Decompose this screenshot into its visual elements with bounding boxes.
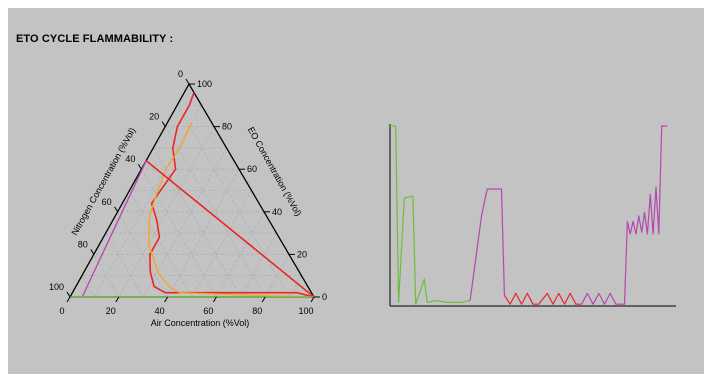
ternary-ticks: 0 0 0 20 20 20 40 40 40 60 60 60 80 80 80 100 100 100 xyxy=(49,69,327,316)
ternary-gridline xyxy=(164,126,266,298)
air-tick-mark xyxy=(164,296,169,303)
air-axis-label: Air Concentration (%Vol) xyxy=(151,318,250,328)
ternary-gridline xyxy=(153,147,242,298)
ternary-gridline xyxy=(240,232,277,298)
air-tick-mark xyxy=(261,296,266,303)
nitrogen-tick-label: 0 xyxy=(178,69,183,79)
nitrogen-tick-label: 60 xyxy=(102,197,112,207)
ternary-gridline xyxy=(81,275,95,298)
ternary-gridline xyxy=(167,169,240,298)
line-series-path xyxy=(503,292,582,305)
line-chart-series xyxy=(390,125,668,305)
eo-tick-label: 100 xyxy=(197,79,212,89)
ternary-gridline xyxy=(93,254,120,298)
air-tick-label: 60 xyxy=(203,306,213,316)
air-tick-mark xyxy=(66,296,71,303)
line-chart-axes xyxy=(389,124,676,307)
nitrogen-tick-mark xyxy=(161,121,166,127)
ternary-gridline xyxy=(142,147,227,298)
ternary-gridline xyxy=(105,232,144,298)
ternary-gridline xyxy=(264,254,290,298)
nitrogen-tick-label: 100 xyxy=(49,282,64,292)
eo-tick-label: 60 xyxy=(247,164,257,174)
ternary-triangle xyxy=(68,82,316,298)
nitrogen-tick-label: 80 xyxy=(78,239,88,249)
air-tick-mark xyxy=(212,296,217,303)
air-tick-label: 80 xyxy=(252,306,262,316)
ternary-frame xyxy=(68,82,316,298)
air-tick-label: 0 xyxy=(59,306,64,316)
ternary-series-line xyxy=(145,160,315,298)
ternary-series-line xyxy=(149,92,315,298)
eo-tick-label: 40 xyxy=(272,207,282,217)
nitrogen-tick-mark xyxy=(90,249,95,255)
ternary-series xyxy=(70,92,315,298)
chart-panel xyxy=(8,8,704,374)
nitrogen-tick-mark xyxy=(114,206,119,213)
ternary-gridline xyxy=(176,105,290,298)
nitrogen-axis-label: Nitrogen Concentration (%Vol) xyxy=(69,126,137,237)
eo-tick-label: 20 xyxy=(297,249,307,259)
ternary-gridline xyxy=(191,190,252,298)
nitrogen-tick-label: 20 xyxy=(149,112,159,122)
ternary-gridline xyxy=(129,190,193,298)
eo-tick-label: 0 xyxy=(322,292,327,302)
line-series-path xyxy=(469,188,505,301)
ternary-grid xyxy=(81,105,302,298)
ternary-gridline xyxy=(216,211,265,298)
chart-title: ETO CYCLE FLAMMABILITY : xyxy=(16,33,174,45)
air-tick-mark xyxy=(115,296,120,303)
nitrogen-tick-mark xyxy=(137,163,142,170)
nitrogen-tick-mark xyxy=(185,78,190,85)
ternary-gridline xyxy=(94,105,202,298)
air-tick-label: 100 xyxy=(298,306,313,316)
ternary-series-line xyxy=(81,160,147,298)
ternary-series-line xyxy=(147,122,315,298)
nitrogen-tick-label: 40 xyxy=(125,154,135,164)
nitrogen-tick-mark xyxy=(66,291,71,298)
air-tick-label: 20 xyxy=(106,306,116,316)
eo-tick-label: 80 xyxy=(222,122,232,132)
line-series-path xyxy=(390,125,471,305)
air-tick-label: 40 xyxy=(155,306,165,316)
line-series-path xyxy=(581,125,668,305)
ternary-gridline xyxy=(117,211,168,298)
air-tick-mark xyxy=(310,296,315,303)
